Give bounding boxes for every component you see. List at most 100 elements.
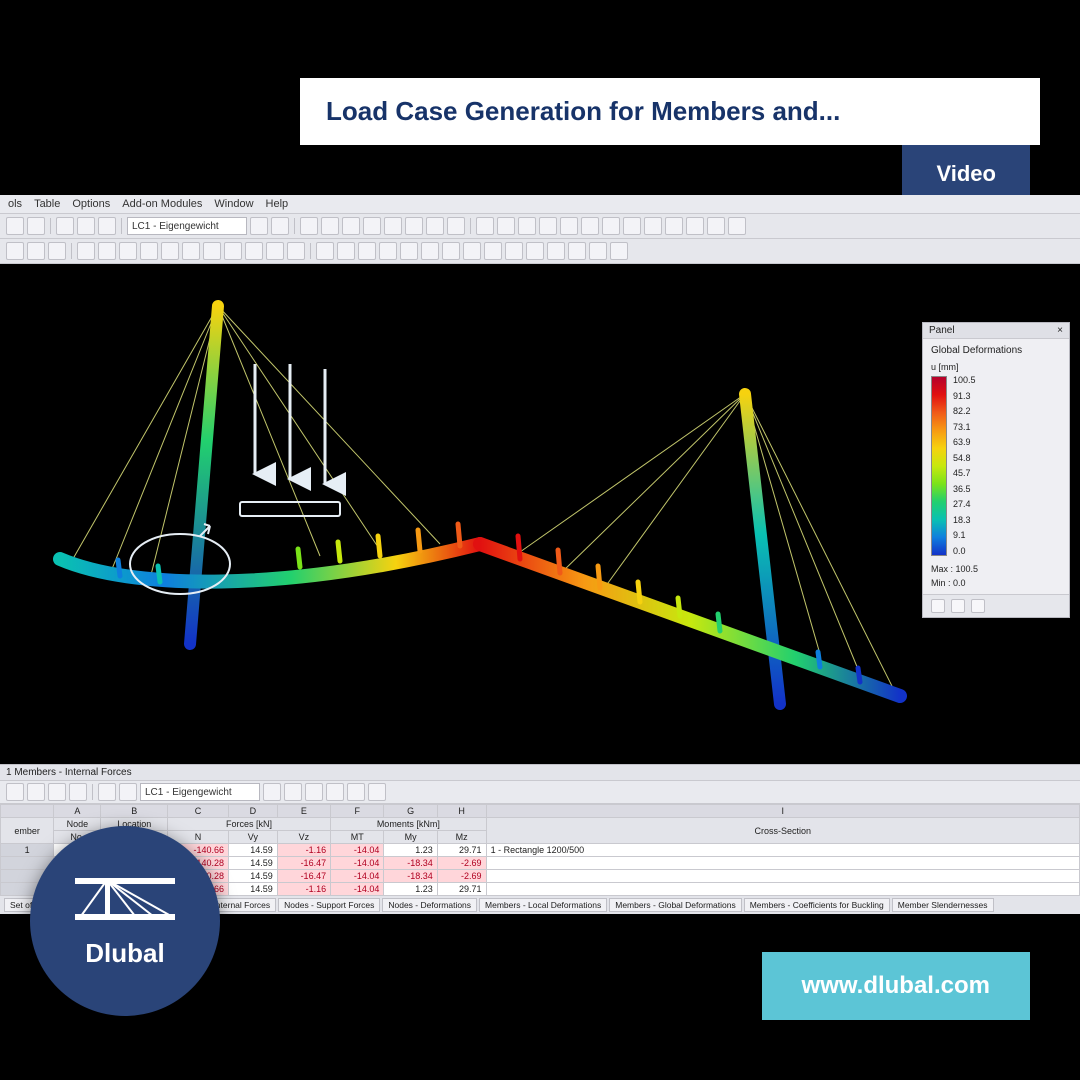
- panel-titlebar[interactable]: Panel ×: [923, 323, 1069, 339]
- tool-icon[interactable]: [300, 217, 318, 235]
- tool-icon[interactable]: [48, 242, 66, 260]
- tool-icon[interactable]: [98, 217, 116, 235]
- tool-icon[interactable]: [6, 217, 24, 235]
- tool-icon[interactable]: [27, 783, 45, 801]
- table-case-selector[interactable]: LC1 - Eigengewicht: [140, 783, 260, 801]
- menu-item[interactable]: Add-on Modules: [122, 198, 202, 210]
- table-tab[interactable]: Members - Local Deformations: [479, 898, 607, 912]
- separator: [294, 218, 295, 234]
- menu-item[interactable]: Options: [72, 198, 110, 210]
- tool-icon[interactable]: [539, 217, 557, 235]
- tool-icon[interactable]: [644, 217, 662, 235]
- tool-icon[interactable]: [547, 242, 565, 260]
- tool-icon[interactable]: [384, 217, 402, 235]
- tool-icon[interactable]: [98, 242, 116, 260]
- tool-icon[interactable]: [284, 783, 302, 801]
- tool-icon[interactable]: [379, 242, 397, 260]
- tool-icon[interactable]: [326, 783, 344, 801]
- tool-icon[interactable]: [77, 217, 95, 235]
- tool-icon[interactable]: [203, 242, 221, 260]
- tool-icon[interactable]: [405, 217, 423, 235]
- tool-icon[interactable]: [48, 783, 66, 801]
- separator: [50, 218, 51, 234]
- tool-icon[interactable]: [98, 783, 116, 801]
- tool-icon[interactable]: [224, 242, 242, 260]
- tool-icon[interactable]: [182, 242, 200, 260]
- tool-icon[interactable]: [602, 217, 620, 235]
- tool-icon[interactable]: [623, 217, 641, 235]
- tool-icon[interactable]: [6, 783, 24, 801]
- tool-icon[interactable]: [426, 217, 444, 235]
- panel-foot-icon[interactable]: [971, 599, 985, 613]
- tool-icon[interactable]: [363, 217, 381, 235]
- tool-icon[interactable]: [581, 217, 599, 235]
- tool-icon[interactable]: [447, 217, 465, 235]
- table-tab[interactable]: Nodes - Support Forces: [278, 898, 380, 912]
- tool-icon[interactable]: [27, 217, 45, 235]
- panel-unit: u [mm]: [931, 362, 1061, 372]
- tool-icon[interactable]: [560, 217, 578, 235]
- tool-icon[interactable]: [589, 242, 607, 260]
- tool-icon[interactable]: [610, 242, 628, 260]
- tool-icon[interactable]: [266, 242, 284, 260]
- legend-label: 54.8: [953, 454, 976, 463]
- tool-icon[interactable]: [342, 217, 360, 235]
- menu-item[interactable]: ols: [8, 198, 22, 210]
- separator: [71, 243, 72, 259]
- tool-icon[interactable]: [358, 242, 376, 260]
- tool-icon[interactable]: [707, 217, 725, 235]
- tool-icon[interactable]: [69, 783, 87, 801]
- tool-icon[interactable]: [518, 217, 536, 235]
- tool-icon[interactable]: [119, 242, 137, 260]
- tool-icon[interactable]: [27, 242, 45, 260]
- menu-bar[interactable]: ols Table Options Add-on Modules Window …: [0, 195, 1080, 214]
- tool-icon[interactable]: [316, 242, 334, 260]
- tool-icon[interactable]: [6, 242, 24, 260]
- menu-item[interactable]: Help: [266, 198, 289, 210]
- tool-icon[interactable]: [476, 217, 494, 235]
- tool-icon[interactable]: [305, 783, 323, 801]
- tool-icon[interactable]: [497, 217, 515, 235]
- tool-icon[interactable]: [442, 242, 460, 260]
- tool-icon[interactable]: [337, 242, 355, 260]
- panel-foot-icon[interactable]: [931, 599, 945, 613]
- tool-icon[interactable]: [463, 242, 481, 260]
- tool-icon[interactable]: [321, 217, 339, 235]
- close-icon[interactable]: ×: [1057, 325, 1063, 336]
- tool-icon[interactable]: [161, 242, 179, 260]
- tool-icon[interactable]: [505, 242, 523, 260]
- table-cell: -2.69: [437, 870, 486, 883]
- tool-icon[interactable]: [526, 242, 544, 260]
- tool-icon[interactable]: [728, 217, 746, 235]
- tool-icon[interactable]: [77, 242, 95, 260]
- tool-icon[interactable]: [250, 217, 268, 235]
- tool-icon[interactable]: [119, 783, 137, 801]
- tool-icon[interactable]: [263, 783, 281, 801]
- tool-icon[interactable]: [271, 217, 289, 235]
- tool-icon[interactable]: [568, 242, 586, 260]
- table-tab[interactable]: Members - Coefficients for Buckling: [744, 898, 890, 912]
- tool-icon[interactable]: [368, 783, 386, 801]
- menu-item[interactable]: Table: [34, 198, 60, 210]
- tool-icon[interactable]: [56, 217, 74, 235]
- th-sub: Vz: [277, 831, 330, 844]
- table-cell: -16.47: [277, 857, 330, 870]
- tool-icon[interactable]: [287, 242, 305, 260]
- table-tab[interactable]: Member Slendernesses: [892, 898, 994, 912]
- tool-icon[interactable]: [686, 217, 704, 235]
- viewport-3d[interactable]: Panel × Global Deformations u [mm] 100.5…: [0, 264, 1080, 764]
- tool-icon[interactable]: [665, 217, 683, 235]
- menu-item[interactable]: Window: [214, 198, 253, 210]
- table-cell: -14.04: [331, 870, 384, 883]
- panel-foot-icon[interactable]: [951, 599, 965, 613]
- tool-icon[interactable]: [140, 242, 158, 260]
- table-tab[interactable]: Nodes - Deformations: [382, 898, 477, 912]
- tool-icon[interactable]: [400, 242, 418, 260]
- table-tab[interactable]: Members - Global Deformations: [609, 898, 741, 912]
- tool-icon[interactable]: [421, 242, 439, 260]
- tool-icon[interactable]: [484, 242, 502, 260]
- tool-icon[interactable]: [245, 242, 263, 260]
- legend-label: 91.3: [953, 392, 976, 401]
- load-case-selector[interactable]: LC1 - Eigengewicht: [127, 217, 247, 235]
- tool-icon[interactable]: [347, 783, 365, 801]
